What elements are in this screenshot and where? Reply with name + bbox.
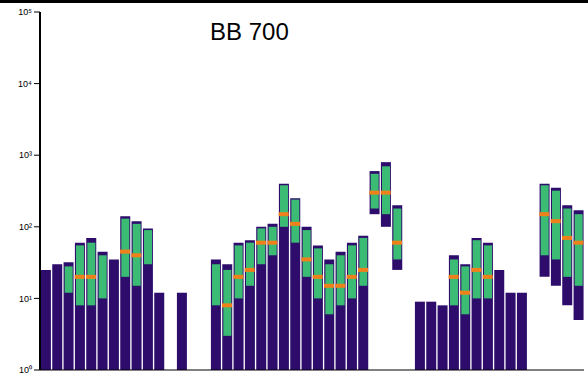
svg-text:10⁵: 10⁵ xyxy=(18,7,32,17)
svg-text:10⁰: 10⁰ xyxy=(19,365,32,375)
svg-text:10³: 10³ xyxy=(19,150,32,160)
html-text:BB 700: BB 700 xyxy=(210,18,289,45)
svg-text:10⁴: 10⁴ xyxy=(18,79,32,89)
svg-text:10¹: 10¹ xyxy=(19,294,32,304)
svg-text:10²: 10² xyxy=(19,222,32,232)
